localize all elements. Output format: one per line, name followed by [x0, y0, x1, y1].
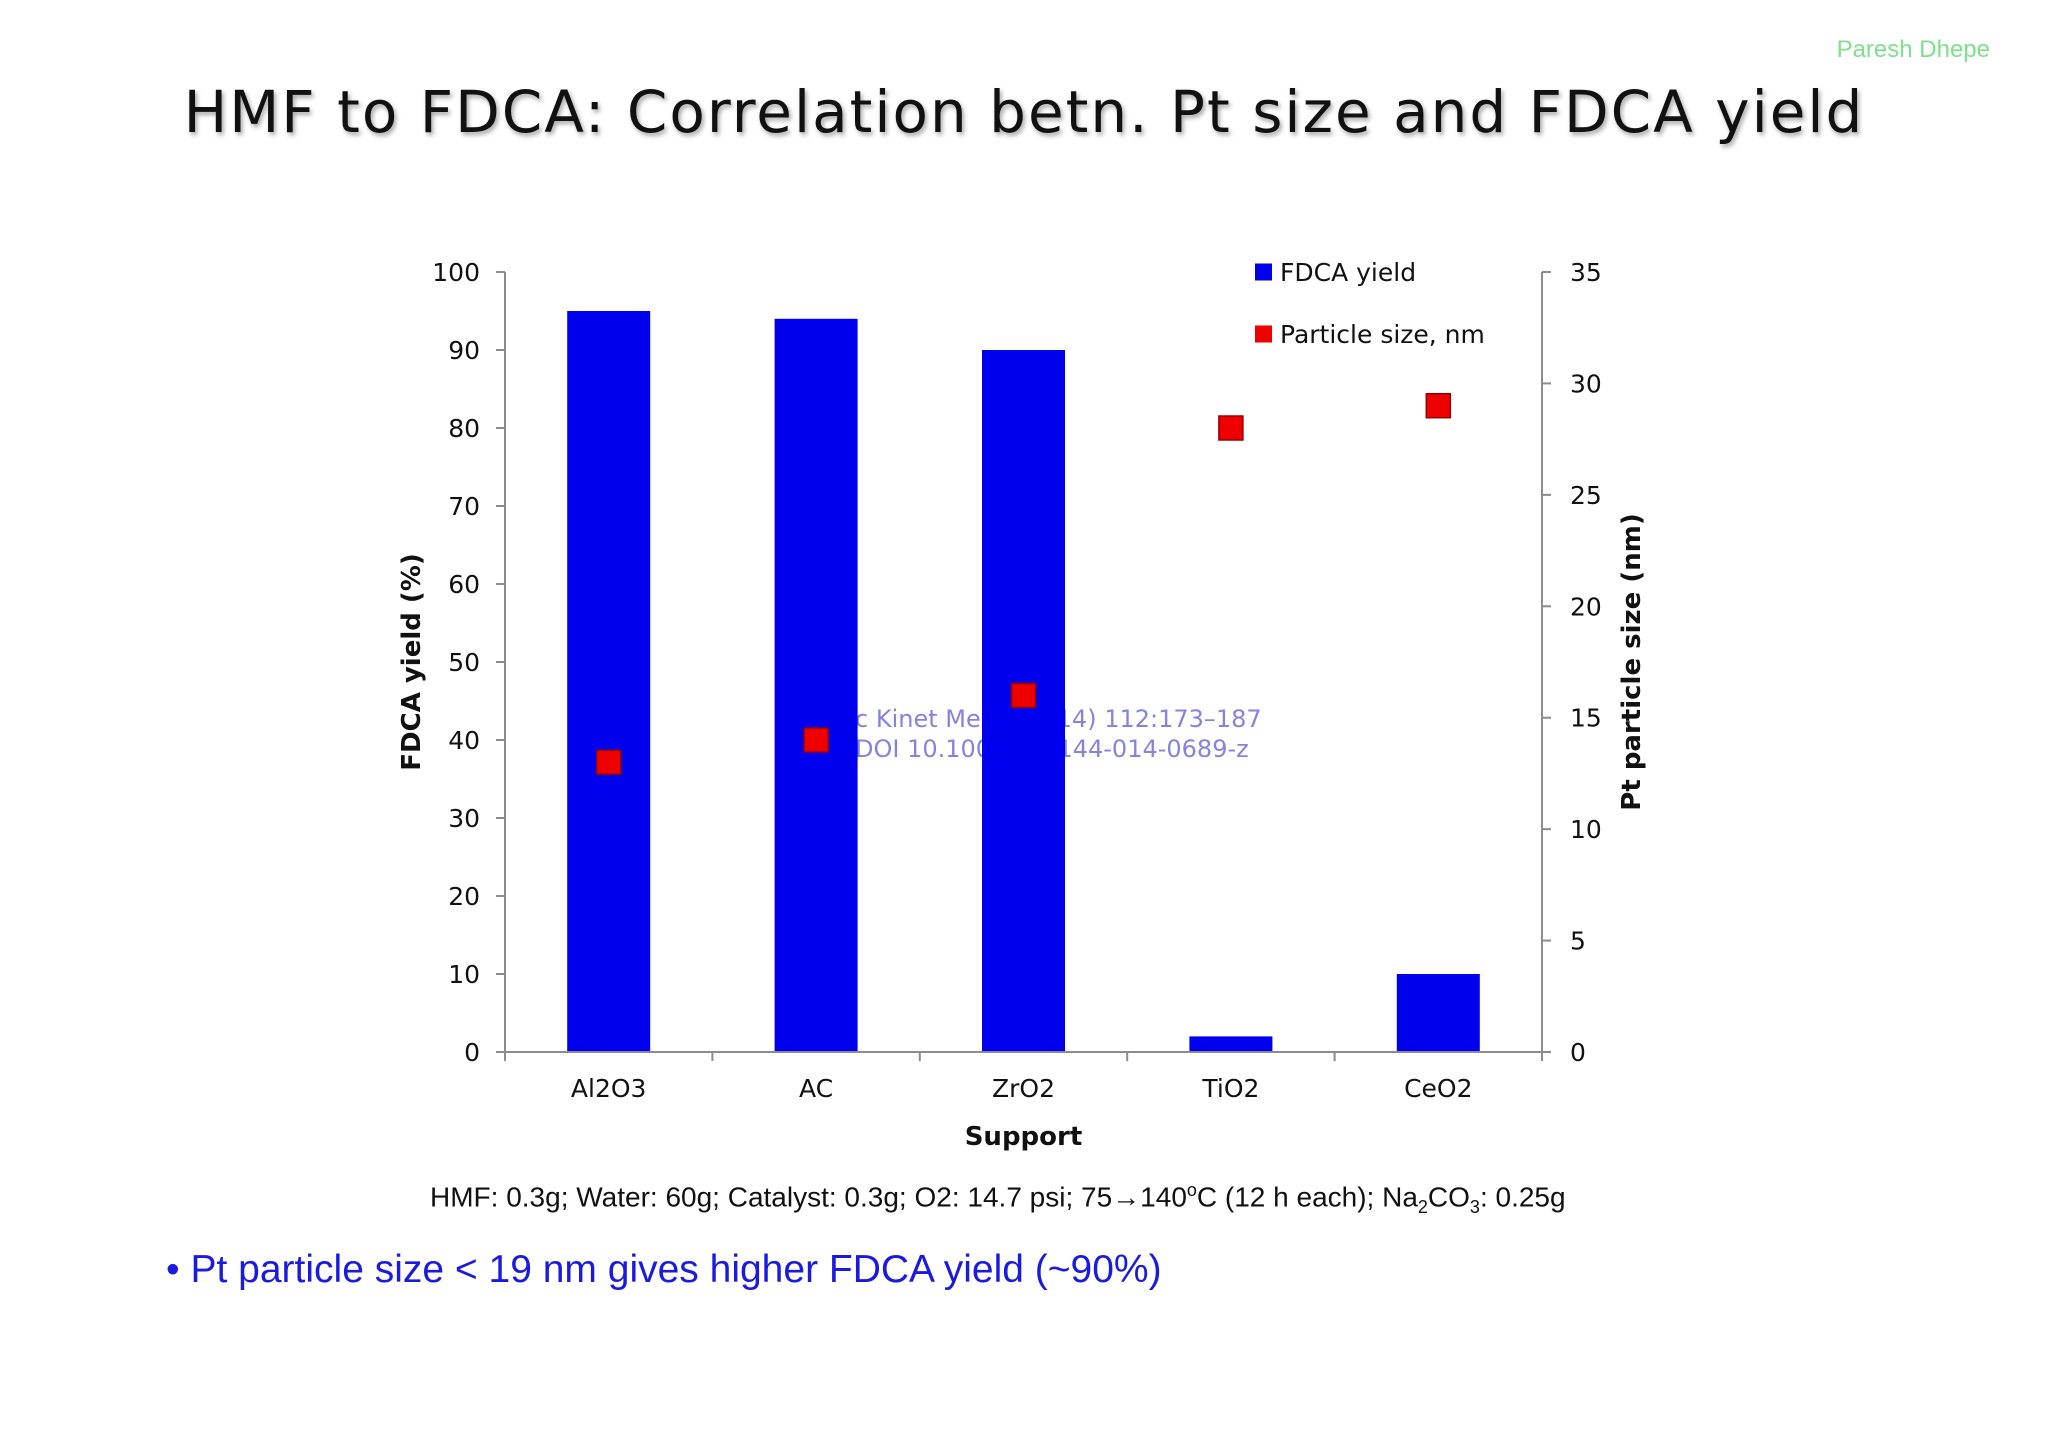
right-tick-label: 30 [1570, 369, 1602, 398]
point-tio2 [1218, 415, 1244, 441]
left-tick-label: 80 [448, 414, 480, 443]
x-axis-title: Support [965, 1122, 1083, 1152]
x-tick-label-tio2: TiO2 [1201, 1074, 1259, 1103]
left-tick-label: 60 [448, 570, 480, 599]
reaction-conditions: HMF: 0.3g; Water: 60g; Catalyst: 0.3g; O… [430, 1180, 1566, 1217]
left-tick-label: 50 [448, 648, 480, 677]
x-tick-label-ceo2: CeO2 [1404, 1074, 1472, 1103]
x-tick-label-al2o3: Al2O3 [571, 1074, 647, 1103]
point-ceo2 [1425, 392, 1452, 419]
point-ac [803, 727, 829, 753]
x-tick-label-zro2: ZrO2 [992, 1074, 1055, 1103]
right-tick-label: 10 [1570, 815, 1602, 844]
bar-al2o3 [567, 311, 651, 1052]
left-tick-label: 100 [432, 258, 480, 287]
right-tick-label: 25 [1570, 481, 1602, 510]
legend-label-particle-size: Particle size, nm [1280, 320, 1485, 349]
left-tick-label: 10 [448, 960, 480, 989]
right-tick-label: 20 [1570, 592, 1602, 621]
slide-title: HMF to FDCA: Correlation betn. Pt size a… [183, 78, 1865, 146]
legend-swatch-particle-size [1255, 325, 1272, 343]
left-tick-label: 90 [448, 336, 480, 365]
right-tick-label: 35 [1570, 258, 1602, 287]
author-name: Paresh Dhepe [1836, 36, 1990, 63]
legend-label-fdca-yield: FDCA yield [1280, 258, 1416, 287]
point-zro2 [1010, 682, 1037, 709]
left-tick-label: 0 [464, 1038, 480, 1067]
point-al2o3 [595, 749, 622, 776]
y2-axis-title: Pt particle size (nm) [1617, 513, 1647, 810]
left-tick-label: 20 [448, 882, 480, 911]
bar-ceo2 [1396, 974, 1480, 1052]
right-tick-label: 0 [1570, 1038, 1586, 1067]
summary-bullet: • Pt particle size < 19 nm gives higher … [166, 1248, 1162, 1291]
x-tick-label-ac: AC [799, 1074, 833, 1103]
right-tick-label: 5 [1570, 927, 1586, 956]
legend-swatch-fdca-yield [1255, 263, 1272, 281]
y-axis-title: FDCA yield (%) [397, 553, 427, 770]
left-tick-label: 30 [448, 804, 480, 833]
bar-tio2 [1189, 1036, 1273, 1052]
left-tick-label: 70 [448, 492, 480, 521]
right-tick-label: 15 [1570, 704, 1602, 733]
left-tick-label: 40 [448, 726, 480, 755]
bar-ac [774, 318, 858, 1052]
